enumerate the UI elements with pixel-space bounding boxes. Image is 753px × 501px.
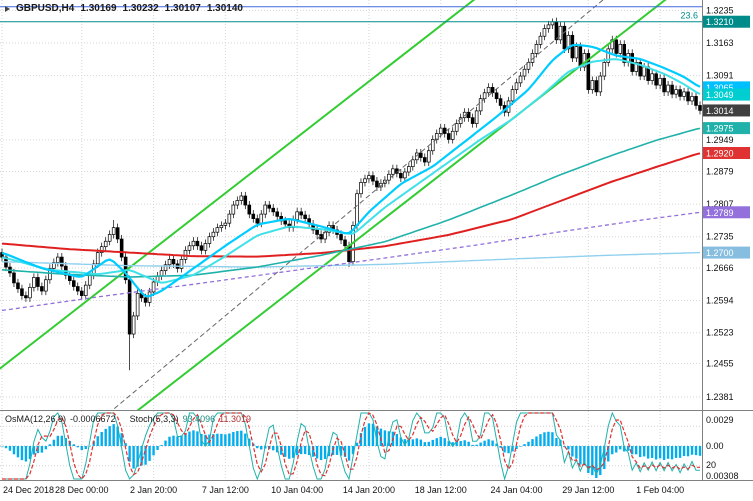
ma-slow-red (1, 152, 701, 258)
price-label-text: 1.2920 (706, 148, 734, 158)
chart-header: GBPUSD,H4 1.30169 1.30232 1.30107 1.3014… (5, 3, 243, 14)
ma-slow-purple-dashed (1, 211, 701, 312)
price-tick: 1.2735 (706, 232, 734, 242)
price-label-text: 1.3014 (706, 106, 734, 116)
ohlc-low: 1.30107 (164, 3, 201, 14)
indicator-panel[interactable]: 0.0029 0.00 200.00308 (0, 411, 753, 481)
stoch-label: Stoch(5,3,3) (129, 414, 179, 424)
ohlc-high: 1.30232 (122, 3, 159, 14)
price-tick: 1.3091 (706, 71, 734, 81)
indicator-scale-label: 0.00308 (706, 471, 739, 481)
price-label-text: 1.3065 (706, 83, 734, 93)
time-label: 1 Feb 04:00 (636, 485, 685, 495)
price-label-box (703, 246, 750, 259)
ma-fast-cyan (1, 43, 701, 298)
indicator-scale-label: 0.00 (706, 441, 724, 451)
ohlc-open: 1.30169 (80, 3, 117, 14)
indicator-labels: OsMA(12,26,9) -0.0006672 Stoch(5,3,3) 93.40… (5, 414, 251, 424)
stoch-d-value: 11.3019 (219, 414, 252, 424)
price-chart[interactable]: 23.6 1.3235 1.3163 1.3091 1.2949 1.2879 1.2807… (0, 0, 753, 411)
stoch-k-value: 93.4096 (182, 414, 216, 424)
price-tick: 1.2381 (706, 392, 734, 402)
stoch-d-line (2, 412, 700, 480)
symbol-marker-icon (5, 5, 10, 12)
price-label-box (703, 88, 750, 101)
price-label-box (703, 206, 750, 219)
candles-series (0, 17, 702, 371)
time-label: 24 Jan 04:00 (490, 485, 543, 495)
fibo-label: 23.6 (680, 11, 698, 21)
price-tick: 1.2523 (706, 328, 734, 338)
osma-value: -0.0006672 (70, 414, 116, 424)
time-label: 7 Jan 12:00 (201, 485, 249, 495)
price-label-box (703, 15, 750, 28)
price-label-box (703, 122, 750, 135)
time-label: 24 Dec 2018 (3, 485, 55, 495)
osma-label: OsMA(12,26,9) (5, 414, 67, 424)
price-tick: 1.3163 (706, 38, 734, 48)
price-tick: 1.2949 (706, 135, 734, 145)
price-label-text: 1.2975 (706, 124, 734, 134)
channel-lower-green (135, 0, 667, 411)
time-label: 28 Dec 00:00 (54, 485, 109, 495)
time-label: 29 Jan 12:00 (562, 485, 615, 495)
price-tick: 1.2807 (706, 199, 734, 209)
time-label: 18 Jan 12:00 (414, 485, 467, 495)
price-label-text: 1.2789 (706, 208, 734, 218)
time-label: 2 Jan 20:00 (130, 485, 178, 495)
price-label-text: 1.2700 (706, 248, 734, 258)
price-tick: 1.2666 (706, 263, 734, 273)
channel-upper-green (0, 0, 476, 370)
stoch-k-line (2, 411, 700, 481)
symbol-period-label: GBPUSD,H4 (16, 3, 75, 14)
ohlc-close: 1.30140 (206, 3, 243, 14)
price-tick: 1.3235 (706, 5, 734, 15)
time-label: 10 Jan 04:00 (271, 485, 324, 495)
indicator-scale-label: 20 (706, 460, 716, 470)
price-label-box (703, 146, 750, 159)
time-axis[interactable]: 24 Dec 2018 28 Dec 00:00 2 Jan 20:00 7 Jan … (0, 485, 753, 499)
price-label-text: 1.3210 (706, 17, 734, 27)
trendline-gray-dashed (110, 0, 604, 411)
price-label-text: 1.3049 (706, 90, 734, 100)
ma-mid-cyan (1, 58, 701, 284)
price-axis: 1.32351.31631.30911.29491.28791.28071.27… (703, 5, 750, 402)
price-tick: 1.2594 (706, 296, 734, 306)
price-label-box (703, 104, 750, 117)
indicator-scale-label: 0.0029 (706, 415, 734, 425)
price-tick: 1.2455 (706, 358, 734, 368)
price-tick: 1.2879 (706, 167, 734, 177)
time-label: 14 Jan 20:00 (342, 485, 395, 495)
grid (0, 0, 702, 411)
ma-mid-teal (1, 127, 701, 278)
